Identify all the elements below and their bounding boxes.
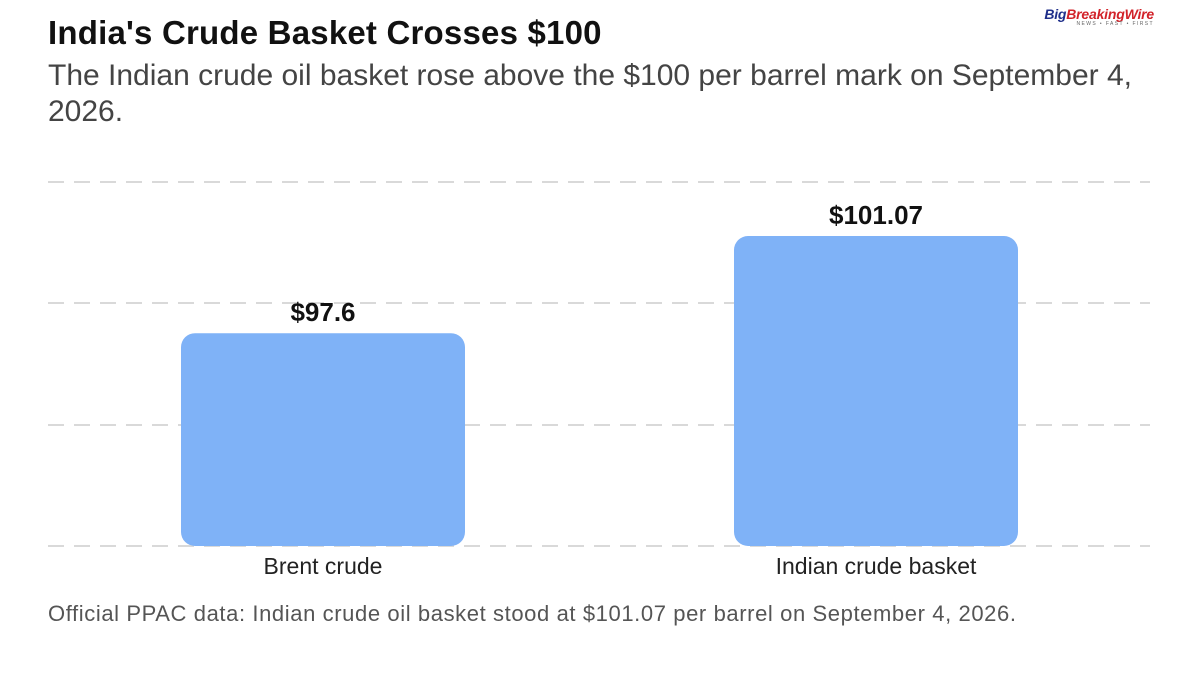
bar [734,236,1018,547]
bar-value-label: $101.07 [829,200,923,230]
chart-subtitle: The Indian crude oil basket rose above t… [48,59,1132,128]
logo-part-2: BreakingWire [1066,6,1154,22]
chart-title: India's Crude Basket Crosses $100 [48,14,602,51]
source-note: Official PPAC data: Indian crude oil bas… [48,601,1017,626]
bar [181,333,465,546]
logo-wordmark: BigBreakingWire [1044,6,1154,22]
logo-part-1: Big [1044,6,1067,22]
brand-logo: BigBreakingWire NEWS • FAST • FIRST [1044,6,1154,27]
bar-value-label: $97.6 [290,297,355,327]
logo-tagline: NEWS • FAST • FIRST [1076,21,1154,27]
category-label: Brent crude [264,553,383,579]
category-label: Indian crude basket [776,553,977,579]
